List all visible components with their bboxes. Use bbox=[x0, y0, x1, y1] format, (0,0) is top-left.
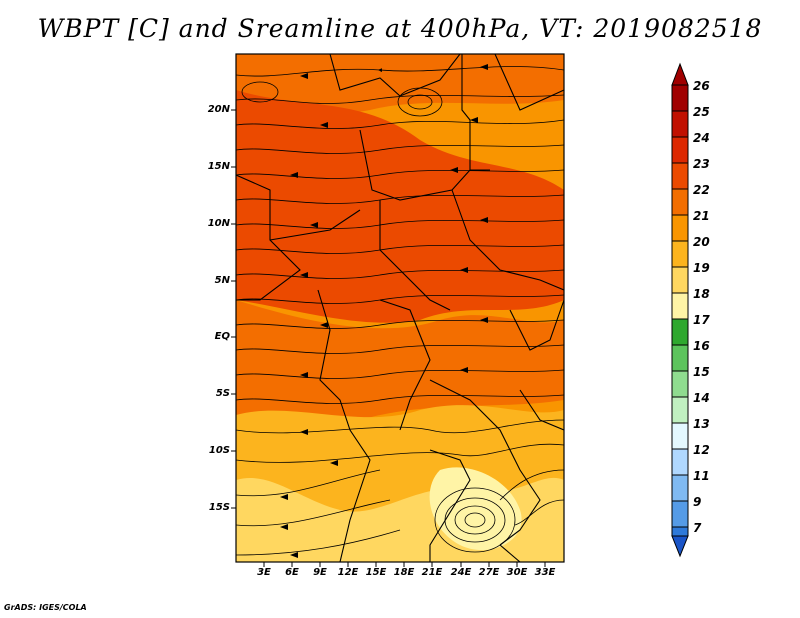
grads-footer: GrADS: IGES/COLA bbox=[4, 603, 87, 612]
lon-label-24e: 24E bbox=[450, 567, 472, 578]
lon-label-30e: 30E bbox=[506, 567, 528, 578]
colorbar-label-18: 18 bbox=[693, 287, 710, 301]
colorbar-label-25: 25 bbox=[693, 105, 710, 119]
streamline-arrows bbox=[280, 64, 488, 558]
colorbar-label-19: 19 bbox=[693, 261, 710, 275]
lon-label-12e: 12E bbox=[337, 567, 359, 578]
lat-label-5s: 5S bbox=[215, 388, 230, 399]
colorbar-label-14: 14 bbox=[693, 391, 710, 405]
chart-title: WBPT [C] and Sreamline at 400hPa, VT: 20… bbox=[37, 14, 763, 43]
colorbar-label-23: 23 bbox=[693, 157, 710, 171]
colorbar-label-22: 22 bbox=[693, 183, 710, 197]
colorbar-label-24: 24 bbox=[693, 131, 710, 145]
lat-label-20n: 20N bbox=[207, 104, 230, 115]
lat-label-15s: 15S bbox=[208, 502, 230, 513]
map-panel bbox=[236, 54, 564, 562]
lon-label-9e: 9E bbox=[313, 567, 327, 578]
lon-label-21e: 21E bbox=[421, 567, 443, 578]
colorbar-label-26: 26 bbox=[693, 79, 710, 93]
map-frame bbox=[235, 53, 565, 563]
colorbar-label-17: 17 bbox=[693, 313, 710, 327]
lon-label-27e: 27E bbox=[478, 567, 500, 578]
lat-label-eq: EQ bbox=[214, 331, 230, 342]
lon-label-6e: 6E bbox=[285, 567, 299, 578]
lon-label-3e: 3E bbox=[257, 567, 271, 578]
lat-label-15n: 15N bbox=[207, 161, 230, 172]
lat-label-10s: 10S bbox=[208, 445, 230, 456]
cool-core-patch bbox=[429, 467, 522, 551]
colorbar-label-16: 16 bbox=[693, 339, 710, 353]
lat-ticks bbox=[231, 109, 236, 509]
central-band bbox=[236, 300, 564, 423]
north-warm-band bbox=[236, 90, 564, 323]
country-borders bbox=[236, 54, 564, 562]
colorbar-label-7: 7 bbox=[693, 521, 702, 535]
lat-label-10n: 10N bbox=[207, 218, 230, 229]
colorbar-label-11: 11 bbox=[693, 469, 710, 483]
colorbar-lower-arrow bbox=[671, 535, 689, 558]
lon-label-18e: 18E bbox=[393, 567, 415, 578]
colorbar-upper-arrow bbox=[671, 62, 689, 86]
colorbar-label-21: 21 bbox=[693, 209, 710, 223]
colorbar-label-15: 15 bbox=[693, 365, 710, 379]
colorbar-label-9: 9 bbox=[693, 495, 702, 509]
lon-ticks bbox=[263, 562, 546, 567]
lon-label-15e: 15E bbox=[365, 567, 387, 578]
colorbar-label-13: 13 bbox=[693, 417, 710, 431]
colorbar-label-20: 20 bbox=[693, 235, 710, 249]
colorbar-label-12: 12 bbox=[693, 443, 710, 457]
lon-label-33e: 33E bbox=[534, 567, 556, 578]
lat-label-5n: 5N bbox=[214, 275, 230, 286]
colorbar bbox=[671, 62, 689, 558]
far-north-field bbox=[236, 54, 564, 113]
